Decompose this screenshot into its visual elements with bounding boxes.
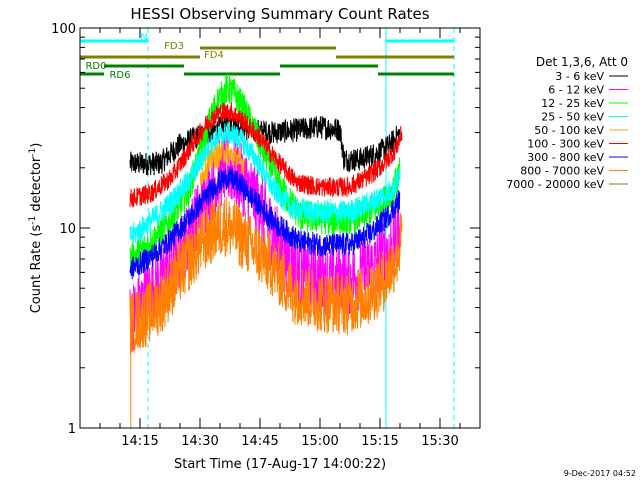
legend-label-6: 300 - 800 keV bbox=[527, 151, 604, 164]
x-tick-label-5: 15:30 bbox=[421, 434, 458, 449]
series-line-3 bbox=[129, 121, 401, 244]
legend-label-8: 7000 - 20000 keV bbox=[506, 178, 604, 191]
series-line-5 bbox=[129, 102, 403, 208]
y-tick-label-1: 10 bbox=[59, 222, 76, 237]
flag-label-fd3: FD3 bbox=[164, 41, 184, 52]
x-axis: 14:15 14:30 14:45 15:00 15:15 15:30 bbox=[99, 28, 461, 449]
x-tick-label-0: 14:15 bbox=[121, 434, 158, 449]
series-lines bbox=[129, 73, 403, 428]
y-tick-label-2: 100 bbox=[51, 22, 76, 37]
y-label-sup1: -1 bbox=[28, 216, 38, 225]
y-label-sup2: -1 bbox=[28, 148, 38, 157]
legend-label-0: 3 - 6 keV bbox=[555, 70, 604, 83]
legend-label-1: 6 - 12 keV bbox=[548, 84, 604, 97]
chart-title: HESSI Observing Summary Count Rates bbox=[130, 5, 429, 23]
y-axis-label: Count Rate (s-1 detector-1) bbox=[28, 143, 44, 314]
series-line-1 bbox=[129, 132, 401, 351]
legend-label-7: 800 - 7000 keV bbox=[520, 165, 604, 178]
flag-label-fd4: FD4 bbox=[204, 50, 224, 61]
series-line-0 bbox=[129, 112, 401, 176]
y-tick-label-0: 1 bbox=[68, 422, 76, 437]
legend-label-3: 25 - 50 keV bbox=[541, 111, 604, 124]
y-label-mid: detector bbox=[29, 156, 44, 216]
generated-timestamp: 9-Dec-2017 04:52 bbox=[564, 469, 636, 478]
flag-label-rd6: RD6 bbox=[109, 70, 130, 81]
x-tick-label-3: 15:00 bbox=[301, 434, 338, 449]
x-tick-label-1: 14:30 bbox=[181, 434, 218, 449]
legend-label-2: 12 - 25 keV bbox=[541, 97, 604, 110]
x-tick-label-4: 15:15 bbox=[361, 434, 398, 449]
flag-label-rd0: RD0 bbox=[85, 61, 106, 72]
series-line-4 bbox=[199, 141, 245, 186]
x-tick-label-2: 14:45 bbox=[241, 434, 278, 449]
series-line-7 bbox=[129, 196, 403, 356]
y-axis: 1 10 100 bbox=[51, 22, 480, 437]
flag-label-n: N bbox=[140, 32, 147, 43]
legend-label-5: 100 - 300 keV bbox=[527, 138, 604, 151]
series-line-6 bbox=[129, 166, 401, 280]
y-label-end: ) bbox=[29, 143, 44, 148]
legend-label-4: 50 - 100 keV bbox=[534, 124, 604, 137]
legend-title: Det 1,3,6, Att 0 bbox=[536, 55, 628, 69]
x-axis-label: Start Time (17-Aug-17 14:00:22) bbox=[174, 457, 386, 472]
y-label-main: Count Rate (s bbox=[29, 225, 44, 314]
